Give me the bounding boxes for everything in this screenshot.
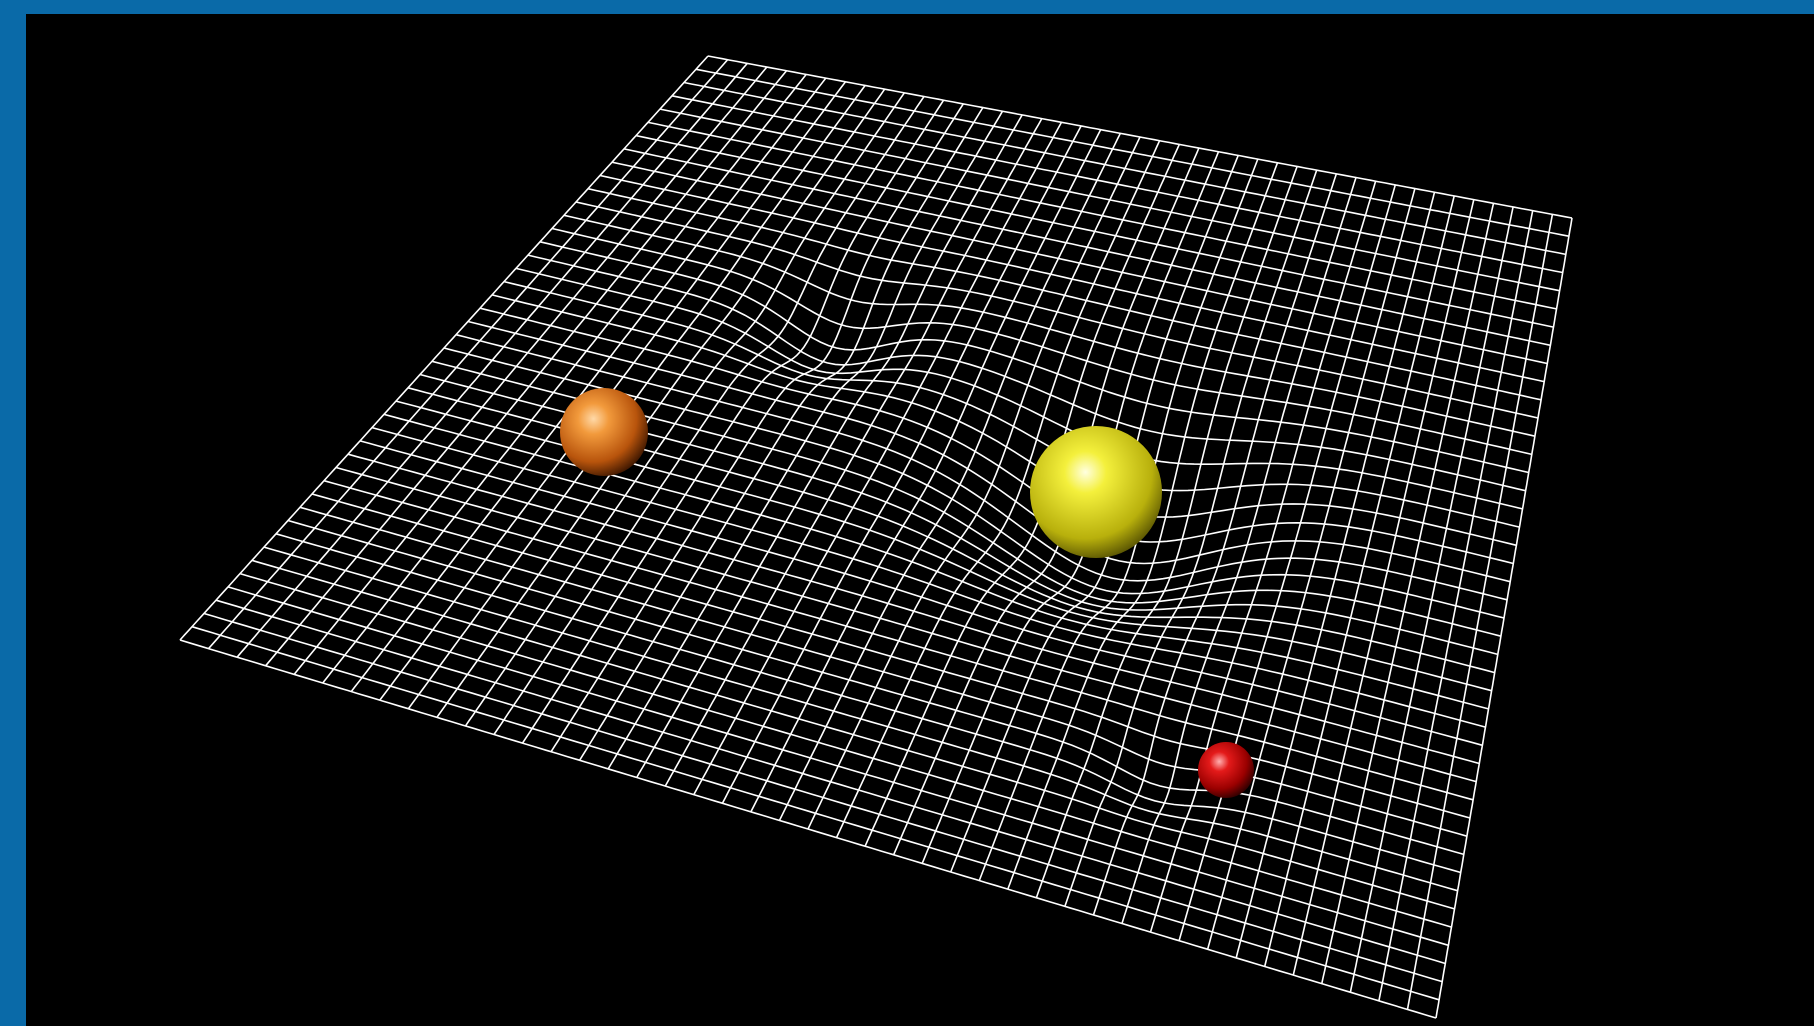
red-sphere	[1198, 742, 1254, 798]
grid-line-horizontal	[347, 453, 1480, 765]
grid-line-horizontal	[335, 466, 1477, 783]
celestial-bodies	[560, 388, 1254, 798]
grid-line-horizontal	[275, 533, 1461, 874]
grid-line-horizontal	[191, 625, 1440, 1001]
grid-line-vertical	[1321, 203, 1495, 984]
grid-line-horizontal	[215, 599, 1446, 965]
grid-line-vertical	[1149, 180, 1377, 933]
spacetime-scene	[26, 14, 1814, 1026]
grid-line-vertical	[1406, 214, 1554, 1010]
grid-line-vertical	[1263, 195, 1455, 967]
grid-line-horizontal	[383, 413, 1489, 710]
grid-line-horizontal	[263, 546, 1458, 892]
orange-sphere	[560, 388, 648, 476]
grid-line-vertical	[835, 140, 1161, 838]
grid-line-vertical	[1121, 177, 1357, 924]
grid-line-horizontal	[239, 572, 1452, 928]
grid-line-vertical	[1092, 173, 1338, 916]
spacetime-grid-illustration	[179, 55, 1573, 1019]
grid-line-vertical	[693, 121, 1063, 795]
grid-line-horizontal	[311, 493, 1471, 819]
grid-line-vertical	[892, 147, 1200, 856]
grid-line-vertical	[1178, 184, 1397, 941]
grid-line-horizontal	[323, 479, 1474, 801]
grid-line-horizontal	[251, 559, 1455, 910]
grid-line-horizontal	[563, 214, 1536, 437]
grid-line-horizontal	[179, 639, 1437, 1019]
grid-line-horizontal	[359, 440, 1483, 747]
grid-line-vertical	[978, 158, 1259, 881]
grid-line-horizontal	[227, 586, 1449, 947]
grid-line-vertical	[1206, 188, 1416, 950]
grid-line-vertical	[1292, 199, 1475, 976]
grid-line-vertical	[1235, 192, 1436, 959]
yellow-sphere	[1030, 426, 1162, 558]
grid-line-vertical	[721, 125, 1082, 804]
grid-line-horizontal	[203, 612, 1443, 983]
grid-line-vertical	[1007, 162, 1279, 890]
grid-line-vertical	[1349, 206, 1514, 993]
grid-line-vertical	[1435, 217, 1573, 1019]
grid-line-vertical	[1378, 210, 1534, 1001]
grid-line-vertical	[1064, 169, 1318, 907]
grid-line-vertical	[864, 144, 1181, 847]
grid-line-horizontal	[371, 426, 1486, 728]
grid-line-vertical	[949, 155, 1239, 873]
grid-line-vertical	[921, 151, 1220, 864]
grid-line-horizontal	[287, 519, 1465, 856]
grid-line-horizontal	[299, 506, 1468, 837]
warped-grid-mesh	[179, 55, 1573, 1019]
grid-line-vertical	[1035, 166, 1298, 898]
